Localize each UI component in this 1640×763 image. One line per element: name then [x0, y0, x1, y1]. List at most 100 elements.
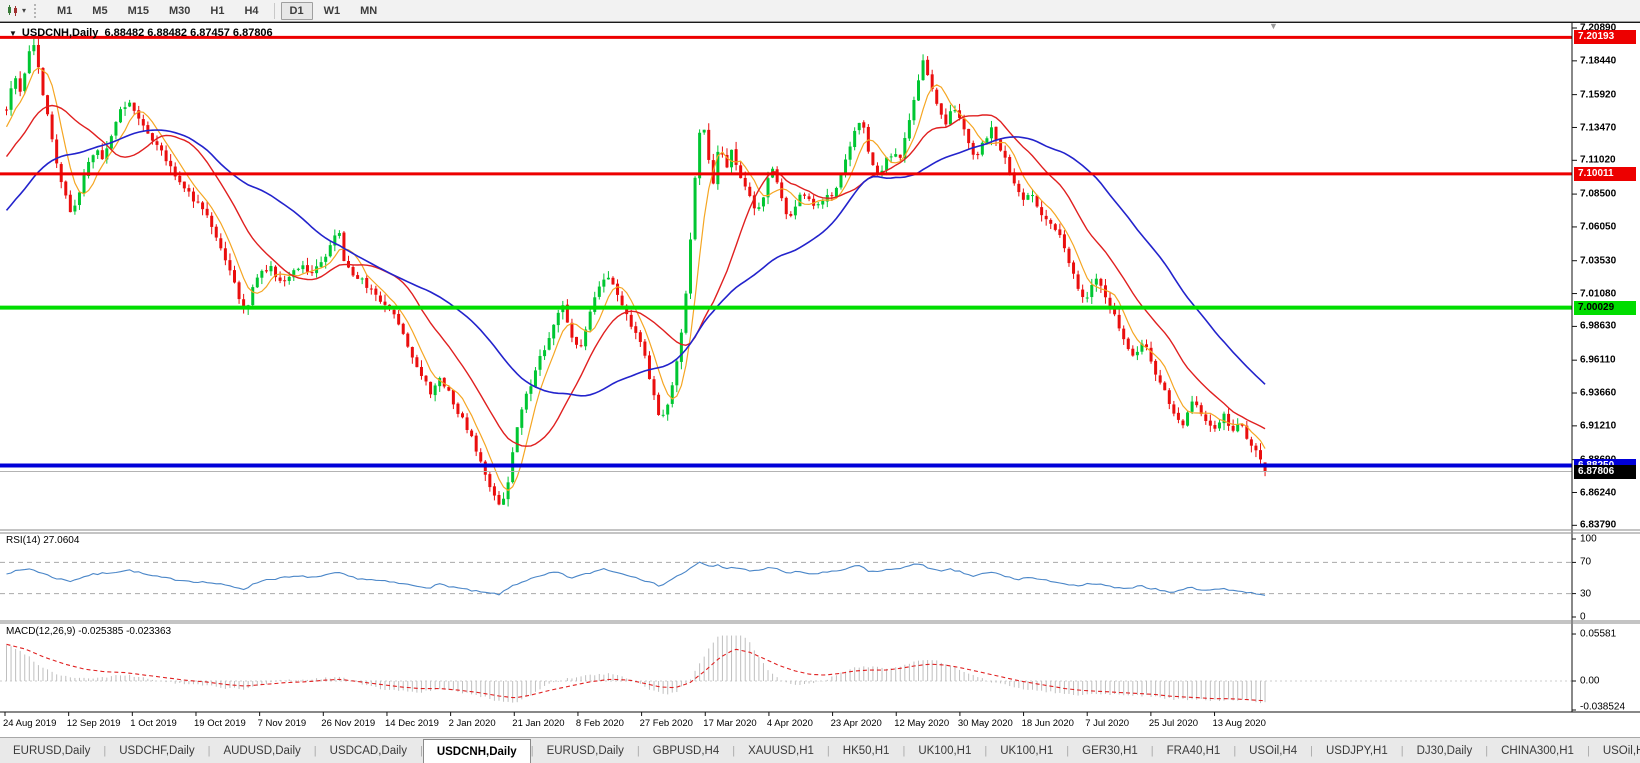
macd-axis-label: 0.05581	[1580, 628, 1617, 640]
date-axis-label: 2 Jan 2020	[448, 718, 496, 729]
timeframe-button-MN[interactable]: MN	[360, 4, 378, 17]
date-axis-label: 12 Sep 2019	[66, 718, 121, 729]
tab-separator: |	[636, 744, 640, 757]
rsi-axis-label: 30	[1580, 588, 1592, 600]
symbol-tab-USOil-H1[interactable]: USOil,H1	[1602, 744, 1640, 757]
macd-signal-value: -0.023363	[126, 626, 172, 637]
price-axis-label: 7.13470	[1580, 122, 1617, 133]
date-axis-label: 8 Feb 2020	[575, 718, 624, 729]
rsi-value: 27.0604	[43, 535, 80, 546]
date-axis-label: 7 Jul 2020	[1085, 718, 1130, 729]
timeframe-button-M1[interactable]: M1	[57, 4, 73, 17]
tab-separator: |	[826, 744, 830, 757]
macd-axis-label: -0.038524	[1580, 701, 1626, 713]
chevron-down-icon: ▾	[22, 6, 27, 15]
timeframe-button-M30[interactable]: M30	[168, 4, 191, 17]
symbol-tab-EURUSD-Daily[interactable]: EURUSD,Daily	[546, 744, 624, 757]
price-axis-label: 6.98630	[1580, 320, 1617, 332]
date-axis-label: 18 Jun 2020	[1021, 718, 1074, 729]
price-axis-label: 7.06050	[1580, 221, 1617, 233]
symbol-tab-USDCAD-Daily[interactable]: USDCAD,Daily	[329, 744, 407, 757]
macd-value: -0.025385	[78, 626, 124, 637]
resistance-price-badge: 7.20193	[1574, 30, 1636, 45]
timeframe-button-W1[interactable]: W1	[323, 4, 341, 17]
tab-separator: |	[1066, 744, 1070, 757]
timeframe-button-H1[interactable]: H1	[210, 4, 225, 17]
tab-separator: |	[1310, 744, 1313, 757]
date-axis-label: 23 Apr 2020	[830, 718, 882, 729]
price-axis-label: 7.01080	[1580, 288, 1617, 300]
collapse-triangle-icon[interactable]: ▼	[9, 29, 17, 38]
symbol-tab-HK50-H1[interactable]: HK50,H1	[842, 744, 890, 757]
chart-tab-bar: EURUSD,Daily | USDCHF,Daily | AUDUSD,Daily | U…	[0, 737, 1640, 763]
symbol-tab-USOil-H4[interactable]: USOil,H4	[1249, 744, 1298, 757]
price-axis-label: 7.20890	[1580, 22, 1617, 34]
resistance-price-badge: 7.10011	[1574, 166, 1636, 181]
macd-axis-label: 0.00	[1580, 675, 1600, 687]
scroll-position-marker[interactable]: ▼	[1269, 21, 1278, 31]
support-price-badge: 7.00029	[1574, 300, 1636, 315]
date-axis-label: 19 Oct 2019	[194, 718, 246, 729]
tab-separator: |	[207, 744, 211, 757]
symbol-tab-UK100-H1[interactable]: UK100,H1	[918, 744, 972, 757]
timeframe-buttons: M1 M5 M15 M30 H1 H4 D1 W1 MN	[47, 1, 387, 20]
candlestick-chart-icon	[8, 5, 17, 16]
date-axis-label: 21 Jan 2020	[512, 718, 565, 729]
tab-separator: |	[902, 744, 906, 757]
date-axis-label: 26 Nov 2019	[321, 718, 376, 729]
timeframe-button-M15[interactable]: M15	[127, 4, 149, 17]
chart-panel: ▼ USDCNH,Daily 6.88482 6.88482 6.87457 6.…	[0, 21, 1640, 738]
current-price-price-badge: 6.87806	[1574, 464, 1636, 479]
symbol-tab-CHINA300-H1[interactable]: CHINA300,H1	[1501, 744, 1574, 757]
chart-title: ▼ USDCNH,Daily 6.88482 6.88482 6.87457 6.…	[9, 27, 273, 39]
symbol-tab-UK100-H1[interactable]: UK100,H1	[1000, 744, 1054, 757]
price-axis-label: 7.15920	[1580, 89, 1617, 101]
symbol-tab-XAUUSD-H1[interactable]: XAUUSD,H1	[748, 744, 814, 757]
price-axis-label: 6.91210	[1580, 420, 1617, 432]
date-axis-label: 14 Dec 2019	[385, 718, 439, 729]
price-axis-label: 7.11020	[1580, 154, 1616, 166]
symbol-tab-DJ30-Daily[interactable]: DJ30,Daily	[1416, 744, 1473, 757]
date-axis-label: 24 Aug 2019	[3, 718, 57, 729]
symbol-tab-USDJPY-H1[interactable]: USDJPY,H1	[1325, 744, 1388, 757]
price-axis-label: 6.83790	[1580, 519, 1617, 531]
timeframe-button-H4[interactable]: H4	[244, 4, 259, 17]
date-axis-label: 30 May 2020	[957, 718, 1013, 729]
date-axis-label: 13 Aug 2020	[1212, 718, 1266, 729]
price-axis-label: 6.86240	[1580, 487, 1617, 498]
price-axis-label: 7.03530	[1580, 255, 1617, 267]
tab-separator: |	[1400, 744, 1404, 757]
price-axis-label: 6.93660	[1580, 387, 1617, 399]
date-axis-label: 25 Jul 2020	[1148, 718, 1199, 729]
symbol-tab-EURUSD-Daily[interactable]: EURUSD,Daily	[13, 744, 91, 757]
timeframe-toolbar: ▾ M1 M5 M15 M30 H1 H4 D1 W1 MN	[0, 0, 1640, 22]
tab-separator: |	[419, 744, 423, 757]
date-axis-label: 7 Nov 2019	[257, 718, 307, 729]
date-axis-label: 27 Feb 2020	[639, 718, 693, 729]
chart-type-dropdown[interactable]: ▾	[0, 0, 32, 21]
symbol-tab-USDCHF-Daily[interactable]: USDCHF,Daily	[119, 744, 195, 757]
chart-symbol-label: USDCNH,Daily	[21, 27, 99, 39]
symbol-tab-GBPUSD-H4[interactable]: GBPUSD,H4	[652, 744, 720, 757]
tab-separator: |	[313, 744, 317, 757]
toolbar-grip	[34, 3, 41, 18]
symbol-tab-GER30-H1[interactable]: GER30,H1	[1082, 744, 1138, 757]
timeframe-group-separator	[273, 2, 275, 19]
symbol-tab-USDCNH-Daily[interactable]: USDCNH,Daily	[422, 739, 531, 763]
date-axis-label: 1 Oct 2019	[130, 718, 177, 729]
rsi-indicator-label: RSI(14) 27.0604	[6, 535, 80, 546]
symbol-tab-FRA40-H1[interactable]: FRA40,H1	[1166, 744, 1221, 757]
date-axis-label: 17 Mar 2020	[703, 718, 757, 729]
tab-separator: |	[1150, 744, 1154, 757]
rsi-axis-label: 100	[1580, 533, 1597, 545]
tab-separator: |	[1233, 744, 1237, 757]
chart-ohlc-values: 6.88482 6.88482 6.87457 6.87806	[104, 27, 273, 39]
rsi-axis-label: 70	[1580, 556, 1592, 568]
timeframe-button-M5[interactable]: M5	[92, 4, 108, 17]
price-axis-label: 7.18440	[1580, 55, 1617, 67]
tab-separator: |	[530, 744, 534, 757]
candlestick-chart-canvas[interactable]	[0, 23, 1640, 738]
symbol-tab-AUDUSD-Daily[interactable]: AUDUSD,Daily	[223, 744, 301, 757]
timeframe-button-D1[interactable]: D1	[280, 1, 313, 20]
price-axis-label: 7.08500	[1580, 188, 1617, 200]
